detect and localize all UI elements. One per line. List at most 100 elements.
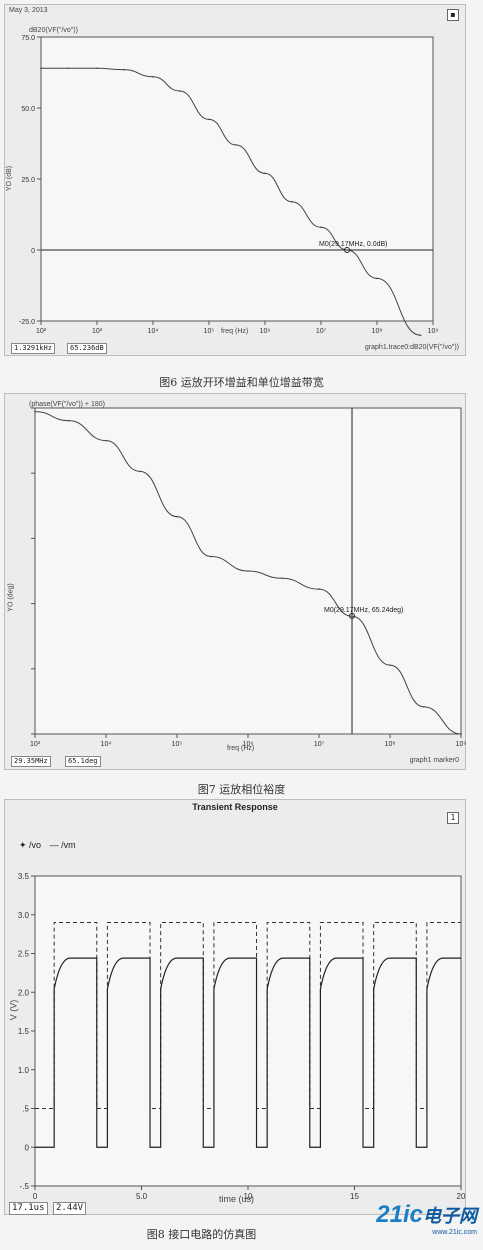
transient-y-tick-label-7: 3.0 xyxy=(18,911,30,920)
legend-vm: /vm xyxy=(61,840,76,850)
watermark-cn: 电子网 xyxy=(423,1206,477,1227)
watermark-21ic: 21ic xyxy=(376,1201,423,1228)
phase-plot-panel: (phase(VF("/vo")) + 180) 10³ 10⁴ 10⁵ 10⁶ 10⁷… xyxy=(4,393,466,770)
transient-title: Transient Response xyxy=(192,802,278,812)
transient-plot-panel: Transient Response 1 ✦ /vo — /vm -.5 0.5 1… xyxy=(4,799,466,1215)
phase-xlabel: freq (Hz) xyxy=(227,745,255,752)
series-point-1-3 xyxy=(139,470,141,473)
gain-status-trace: graph1.trace0:dB20(VF("/vo")) xyxy=(364,344,459,351)
x-tick-label-1-6: 10⁹ xyxy=(456,741,467,748)
gain-xlabel: freq (Hz) xyxy=(221,328,249,335)
series-point-1-12 xyxy=(460,733,462,735)
series-point-1-0 xyxy=(34,410,36,413)
series-point-1-11 xyxy=(423,706,425,708)
transient-x-tick-label-3: 15 xyxy=(350,1192,359,1201)
series-point-0-7 xyxy=(234,144,237,146)
series-point-0-6 xyxy=(208,118,210,121)
x-tick-label-1-1: 10⁴ xyxy=(101,741,112,748)
transient-ylabel: V (V) xyxy=(8,999,19,1021)
transient-x-tick-label-0: 0 xyxy=(33,1192,38,1201)
watermark-logo: 21ic电子网 www.21ic.com xyxy=(376,1201,477,1236)
series-vo-line xyxy=(35,957,461,1148)
gain-plot-svg: 10² 10³ 10⁴ 10⁵ 10⁶ 10⁷ 10⁸ 10⁹ 75.0 50.0 25.0 0 -25… xyxy=(19,35,439,337)
series-point-0-2 xyxy=(96,67,98,70)
series-point-0-4 xyxy=(152,75,154,78)
marker-dot-1-0 xyxy=(349,612,356,619)
gain-date-label: May 3, 2013 xyxy=(9,7,48,14)
transient-legend: ✦ /vo — /vm xyxy=(19,840,76,851)
transient-xlabel: time (us) xyxy=(219,1194,255,1204)
transient-x-tick-label-1: 5.0 xyxy=(136,1192,148,1201)
y-tick-label-0-4: -25.0 xyxy=(19,319,35,326)
legend-vo-swatch: ✦ xyxy=(19,840,30,850)
series-point-0-5 xyxy=(178,90,181,92)
series-point-1-9 xyxy=(351,615,353,618)
x-tick-label-0-2: 10⁴ xyxy=(148,328,159,335)
y-tick-label-0-2: 25.0 xyxy=(21,177,35,184)
series-point-0-8 xyxy=(264,172,266,175)
x-tick-label-1-4: 10⁷ xyxy=(314,741,325,748)
transient-x-tick-label-4: 20 xyxy=(457,1192,466,1201)
x-tick-label-0-1: 10³ xyxy=(92,328,103,335)
fig7-caption: 图7 运放相位裕度 xyxy=(197,783,286,796)
phase-status-marker: graph1 marker0 xyxy=(409,757,459,764)
series-point-1-8 xyxy=(318,588,320,590)
phase-status-value: 65.1deg xyxy=(65,756,101,767)
series-point-0-12 xyxy=(376,277,378,280)
series-point-1-10 xyxy=(389,664,391,666)
series-point-1-4 xyxy=(176,515,178,518)
x-tick-label-0-3: 10⁵ xyxy=(204,328,215,335)
watermark-url: www.21ic.com xyxy=(432,1229,477,1236)
transient-y-tick-label-2: .5 xyxy=(22,1105,29,1114)
phase-plot-svg: 10³ 10⁴ 10⁵ 10⁶ 10⁷ 10⁸ 10⁹ M0(29.17MHz, 65.24d… xyxy=(30,407,467,748)
x-tick-label-1-2: 10⁵ xyxy=(172,741,183,748)
gain-status-freq: 1.3291kHz xyxy=(11,343,55,354)
y-tick-label-0-3: 0 xyxy=(31,248,35,255)
transient-panel-number[interactable]: 1 xyxy=(447,812,459,824)
legend-vm-swatch: — xyxy=(49,840,62,850)
transient-status-value: 2.44V xyxy=(53,1202,87,1215)
series-point-0-10 xyxy=(320,226,322,229)
series-point-1-7 xyxy=(281,577,283,580)
x-tick-label-1-5: 10⁸ xyxy=(385,741,396,748)
fig8-caption: 图8 接口电路的仿真图 xyxy=(146,1228,257,1241)
phase-ylabel: YO (deg) xyxy=(7,583,15,612)
transient-y-tick-label-4: 1.5 xyxy=(18,1027,30,1036)
y-tick-label-0-0: 75.0 xyxy=(21,35,35,42)
x-tick-label-1-3: 10⁶ xyxy=(243,741,254,748)
series-point-0-0 xyxy=(40,67,42,70)
series-point-0-11 xyxy=(346,249,348,251)
series-point-0-3 xyxy=(122,68,125,71)
gain-status-value: 65.236dB xyxy=(67,343,107,354)
transient-y-tick-label-8: 3.5 xyxy=(18,872,30,881)
series-point-0-1 xyxy=(66,67,69,70)
transient-y-tick-label-5: 2.0 xyxy=(18,988,30,997)
y-tick-label-0-1: 50.0 xyxy=(21,106,35,113)
series-point-0-9 xyxy=(290,200,293,203)
series-point-0-13 xyxy=(419,334,422,337)
transient-plot-area xyxy=(34,875,462,1187)
x-tick-label-0-7: 10⁹ xyxy=(428,328,439,335)
x-tick-label-0-4: 10⁶ xyxy=(260,328,271,335)
series-point-1-1 xyxy=(68,419,70,422)
x-tick-label-1-0: 10³ xyxy=(30,741,41,748)
gain-plot-panel: May 3, 2013 dB20(VF("/vo")) ▪ 10² 10³ 10⁴ 1… xyxy=(4,4,466,356)
transient-x-tick-label-2: 10 xyxy=(244,1192,253,1201)
gain-ylabel: YO (dB) xyxy=(6,165,14,192)
transient-y-tick-label-6: 2.5 xyxy=(18,950,30,959)
series-point-1-6 xyxy=(247,570,249,572)
transient-status-time: 17.1us xyxy=(9,1202,48,1215)
gain-panel-button[interactable]: ▪ xyxy=(447,9,459,21)
legend-vo: /vo xyxy=(29,840,42,850)
series-vm-line xyxy=(35,922,461,1109)
fig6-caption: 图6 运放开环增益和单位增益带宽 xyxy=(159,376,324,389)
x-tick-label-0-0: 10² xyxy=(36,328,47,335)
marker-label-1-0: M0(29.17MHz, 65.24deg) xyxy=(324,607,403,614)
x-tick-label-0-6: 10⁸ xyxy=(372,328,383,335)
transient-y-tick-label-3: 1.0 xyxy=(18,1066,30,1075)
marker-label-0-0: M0(29.17MHz, 0.0dB) xyxy=(319,241,387,248)
series-point-1-5 xyxy=(210,555,212,558)
transient-y-tick-label-1: 0 xyxy=(25,1143,30,1152)
phase-trace-label: (phase(VF("/vo")) + 180) xyxy=(29,401,105,408)
transient-plot-svg: -.50.51.01.52.02.53.03.50 5.0 10 15 20 xyxy=(18,872,466,1201)
